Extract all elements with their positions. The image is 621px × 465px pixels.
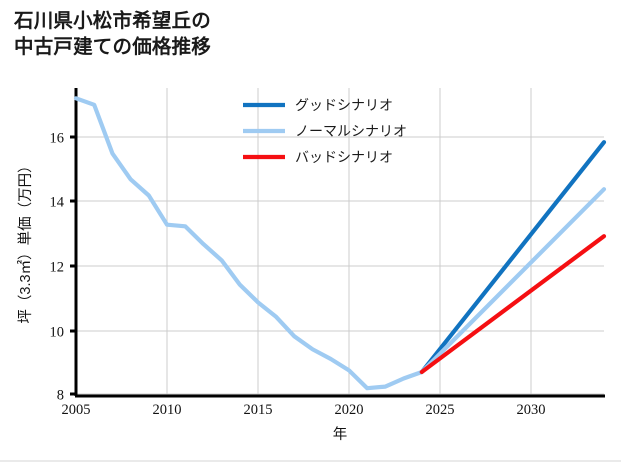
y-tick-label: 16: [50, 131, 65, 147]
x-axis-label: 年: [333, 426, 348, 443]
x-tick-label: 2010: [153, 402, 182, 418]
y-axis-tick-labels: 16 14 12 10 8: [50, 131, 65, 404]
x-tick-label: 2030: [517, 402, 546, 418]
axis-spines: [74, 88, 605, 398]
series-bad-scenario-line: [419, 234, 607, 375]
legend-label-bad: バッドシナリオ: [295, 149, 393, 165]
x-tick-label: 2015: [244, 402, 273, 418]
y-tick-label: 14: [50, 195, 65, 211]
chart-title-line-1: 石川県小松市希望丘の: [14, 10, 212, 32]
x-tick-label: 2005: [62, 402, 91, 418]
legend-label-good: グッドシナリオ: [295, 97, 393, 113]
chart-title-line-2: 中古戸建ての価格推移: [14, 36, 212, 59]
series-good-scenario-line: [419, 140, 607, 375]
vertical-gridlines: [166, 88, 532, 395]
legend-label-normal: ノーマルシナリオ: [295, 123, 407, 139]
x-axis-tick-labels: 2005 2010 2015 2020 2025 2030: [62, 402, 546, 418]
series-historical-line: [73, 96, 424, 391]
x-tick-label: 2025: [426, 402, 455, 418]
y-tick-label: 8: [57, 388, 64, 404]
y-tick-label: 10: [50, 325, 65, 341]
y-axis-ticks: [70, 135, 76, 396]
x-tick-label: 2020: [335, 402, 364, 418]
horizontal-gridlines: [76, 136, 604, 395]
y-axis-label: 坪（3.3㎡）単価（万円）: [17, 158, 34, 323]
series-normal-scenario-line: [419, 187, 607, 375]
chart-legend: グッドシナリオ ノーマルシナリオ バッドシナリオ: [243, 97, 407, 165]
y-tick-label: 12: [50, 260, 65, 276]
chart-title: 石川県小松市希望丘の 中古戸建ての価格推移: [14, 8, 414, 60]
